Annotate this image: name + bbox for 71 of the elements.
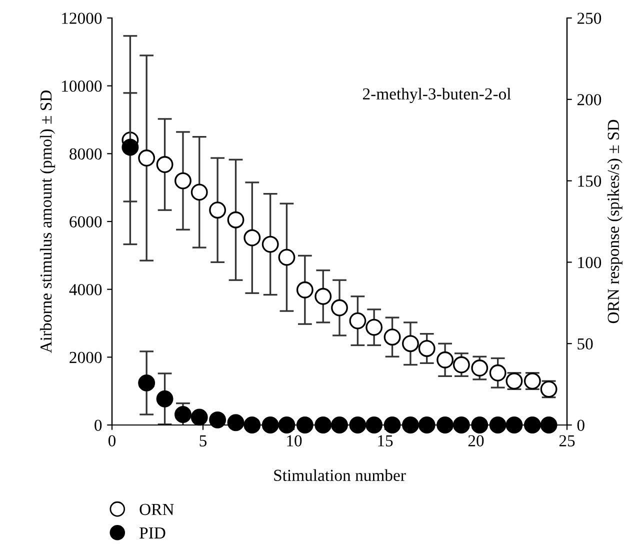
point xyxy=(244,229,261,246)
point xyxy=(349,312,366,330)
x-tick-label: 0 xyxy=(108,435,116,446)
point xyxy=(296,416,314,434)
point xyxy=(540,416,558,434)
point xyxy=(506,416,523,434)
point xyxy=(452,416,470,434)
legend-label: ORN xyxy=(140,504,174,516)
point xyxy=(489,416,506,434)
point xyxy=(278,248,296,266)
x-tick-label: 20 xyxy=(468,435,484,446)
point xyxy=(278,416,296,434)
y-tick-label: 12000 xyxy=(62,12,102,24)
y-tick-label: 4000 xyxy=(69,284,102,296)
y-tick-label: 6000 xyxy=(70,216,102,228)
legend-label: PID xyxy=(140,528,166,538)
point xyxy=(314,288,332,305)
point xyxy=(209,411,226,428)
point xyxy=(209,202,226,219)
y-axis-title: Airborne stimulus amount (pmol) ± SD xyxy=(40,90,56,353)
point xyxy=(436,351,454,368)
y2-tick-label: 250 xyxy=(577,12,602,24)
point xyxy=(262,236,279,253)
point xyxy=(524,416,541,434)
point xyxy=(402,416,419,434)
point xyxy=(138,150,156,166)
x-tick-label: 15 xyxy=(378,435,393,446)
point xyxy=(349,416,366,434)
point xyxy=(122,138,139,156)
y-tick-label: 0 xyxy=(94,420,102,431)
point xyxy=(384,416,401,434)
point xyxy=(471,360,488,376)
point xyxy=(190,408,208,426)
point xyxy=(138,374,156,392)
point xyxy=(452,356,470,374)
x-tick-label: 5 xyxy=(200,435,207,446)
y2-tick-label: 50 xyxy=(578,338,593,350)
point xyxy=(156,390,174,408)
y-tick-label: 2000 xyxy=(70,352,102,364)
point xyxy=(244,416,261,434)
x-tick-label: 10 xyxy=(287,435,302,446)
point xyxy=(418,416,436,434)
point xyxy=(418,340,436,357)
point xyxy=(384,328,401,346)
point xyxy=(366,318,383,336)
x-axis-title: Stimulation number xyxy=(274,469,406,482)
point xyxy=(402,335,419,352)
point xyxy=(156,156,174,173)
point xyxy=(262,416,279,434)
point xyxy=(227,211,244,228)
point xyxy=(227,414,244,432)
x-tick-label: 25 xyxy=(559,435,575,446)
y2-tick-label: 100 xyxy=(578,256,602,268)
point xyxy=(331,299,348,316)
point xyxy=(296,281,314,298)
y-tick-label: 8000 xyxy=(70,148,102,160)
y2-tick-label: 0 xyxy=(577,420,584,431)
y2-axis-title: ORN response (spikes/s) ± SD xyxy=(607,120,622,324)
point xyxy=(174,172,192,190)
annotation: 2-methyl-3-buten-2-ol xyxy=(362,88,511,103)
point xyxy=(436,416,454,434)
point xyxy=(366,416,383,434)
point xyxy=(314,416,332,434)
point xyxy=(471,416,488,434)
point xyxy=(489,364,506,382)
y-tick-label: 10000 xyxy=(62,80,102,92)
point xyxy=(190,184,208,201)
point xyxy=(331,416,348,434)
point xyxy=(174,406,192,423)
y2-tick-label: 150 xyxy=(578,176,602,187)
y2-tick-label: 200 xyxy=(577,94,602,106)
